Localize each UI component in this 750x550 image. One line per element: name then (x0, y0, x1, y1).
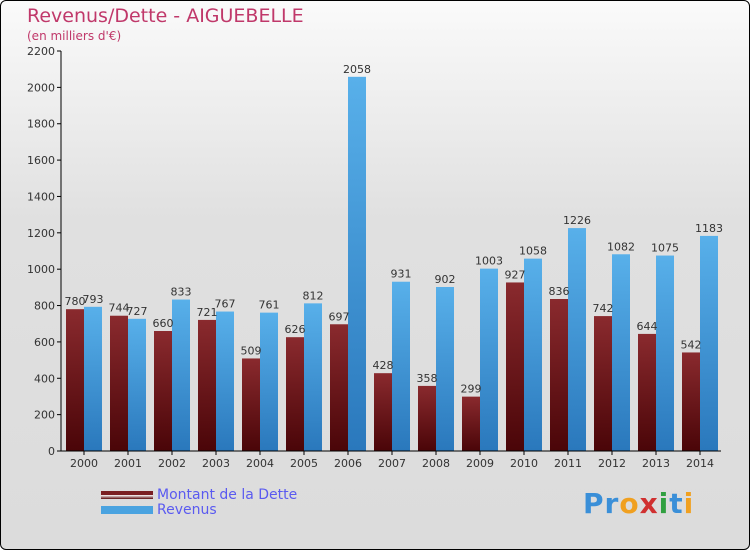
bar-dette (198, 319, 216, 451)
bar-revenus (568, 228, 586, 451)
x-tick-label: 2006 (334, 457, 362, 470)
y-tick-label: 400 (34, 372, 55, 385)
data-label-revenus: 1003 (475, 255, 503, 268)
x-tick-label: 2001 (114, 457, 142, 470)
data-label-revenus: 1058 (519, 245, 547, 258)
bar-revenus (392, 281, 410, 451)
x-tick-label: 2013 (642, 457, 670, 470)
data-label-dette: 358 (417, 372, 438, 385)
x-tick-label: 2014 (686, 457, 714, 470)
data-label-dette: 299 (461, 383, 482, 396)
bar-revenus (216, 311, 234, 451)
bar-revenus (260, 312, 278, 451)
bar-dette (550, 299, 568, 451)
x-tick-label: 2012 (598, 457, 626, 470)
data-label-dette: 509 (241, 344, 262, 357)
data-label-dette: 626 (285, 323, 306, 336)
bar-revenus (656, 255, 674, 451)
chart-title: Revenus/Dette - AIGUEBELLE (27, 5, 304, 27)
bar-revenus (128, 318, 146, 451)
legend-item-revenus: Revenus (101, 502, 217, 518)
y-tick-label: 1000 (27, 263, 55, 276)
bar-dette (462, 396, 480, 451)
bar-dette (682, 352, 700, 451)
data-label-revenus: 761 (259, 299, 280, 312)
data-label-revenus: 727 (127, 305, 148, 318)
data-label-dette: 780 (65, 295, 86, 308)
data-label-dette: 428 (373, 359, 394, 372)
bar-revenus (304, 303, 322, 451)
data-label-revenus: 1082 (607, 240, 635, 253)
x-tick-label: 2009 (466, 457, 494, 470)
data-label-dette: 660 (153, 317, 174, 330)
x-tick-label: 2011 (554, 457, 582, 470)
data-label-revenus: 931 (391, 268, 412, 281)
proxiti-logo: Proxiti (583, 487, 695, 520)
data-label-dette: 744 (109, 302, 130, 315)
data-label-revenus: 1075 (651, 242, 679, 255)
legend-item-dette: Montant de la Dette (101, 487, 297, 503)
y-tick-label: 600 (34, 336, 55, 349)
legend-swatch-dette (101, 491, 153, 499)
data-label-revenus: 833 (171, 286, 192, 299)
y-tick-label: 1400 (27, 190, 55, 203)
bar-dette (506, 282, 524, 451)
bar-revenus (348, 76, 366, 452)
bar-dette (418, 385, 436, 451)
data-label-revenus: 1226 (563, 214, 591, 227)
bar-revenus (84, 306, 102, 451)
x-tick-label: 2004 (246, 457, 274, 470)
bar-revenus (524, 258, 542, 451)
x-tick-label: 2005 (290, 457, 318, 470)
bar-revenus (480, 268, 498, 451)
bar-revenus (172, 299, 190, 451)
data-label-revenus: 1183 (695, 222, 723, 235)
bar-dette (594, 316, 612, 451)
data-label-dette: 927 (505, 268, 526, 281)
bar-dette (242, 358, 260, 451)
y-tick-label: 200 (34, 409, 55, 422)
y-tick-label: 1800 (27, 118, 55, 131)
bar-dette (638, 333, 656, 451)
x-tick-label: 2010 (510, 457, 538, 470)
data-label-dette: 836 (549, 285, 570, 298)
legend-label-dette: Montant de la Dette (157, 487, 298, 503)
bar-dette (154, 331, 172, 451)
data-label-dette: 742 (593, 302, 614, 315)
bar-revenus (436, 287, 454, 451)
data-label-revenus: 812 (303, 289, 324, 302)
bar-dette (286, 337, 304, 451)
x-tick-label: 2003 (202, 457, 230, 470)
x-tick-label: 2007 (378, 457, 406, 470)
bar-dette (374, 373, 392, 451)
data-label-revenus: 902 (435, 273, 456, 286)
bar-revenus (700, 235, 718, 451)
data-label-dette: 644 (637, 320, 658, 333)
chart-subtitle: (en milliers d'€) (27, 29, 122, 43)
data-label-dette: 542 (681, 338, 702, 351)
data-label-revenus: 793 (83, 293, 104, 306)
data-label-revenus: 2058 (343, 63, 371, 76)
y-tick-label: 1600 (27, 154, 55, 167)
data-label-revenus: 767 (215, 298, 236, 311)
y-tick-label: 2000 (27, 81, 55, 94)
x-tick-label: 2008 (422, 457, 450, 470)
legend-swatch-revenus (101, 506, 153, 514)
bar-dette (66, 309, 84, 451)
bar-revenus (612, 254, 630, 451)
legend-label-revenus: Revenus (157, 502, 217, 518)
data-label-dette: 697 (329, 310, 350, 323)
x-tick-label: 2002 (158, 457, 186, 470)
y-tick-label: 1200 (27, 227, 55, 240)
y-tick-label: 800 (34, 300, 55, 313)
data-label-dette: 721 (197, 306, 218, 319)
bar-dette (110, 315, 128, 451)
x-tick-label: 2000 (70, 457, 98, 470)
bar-dette (330, 324, 348, 451)
y-tick-label: 2200 (27, 45, 55, 58)
y-tick-label: 0 (48, 445, 55, 458)
